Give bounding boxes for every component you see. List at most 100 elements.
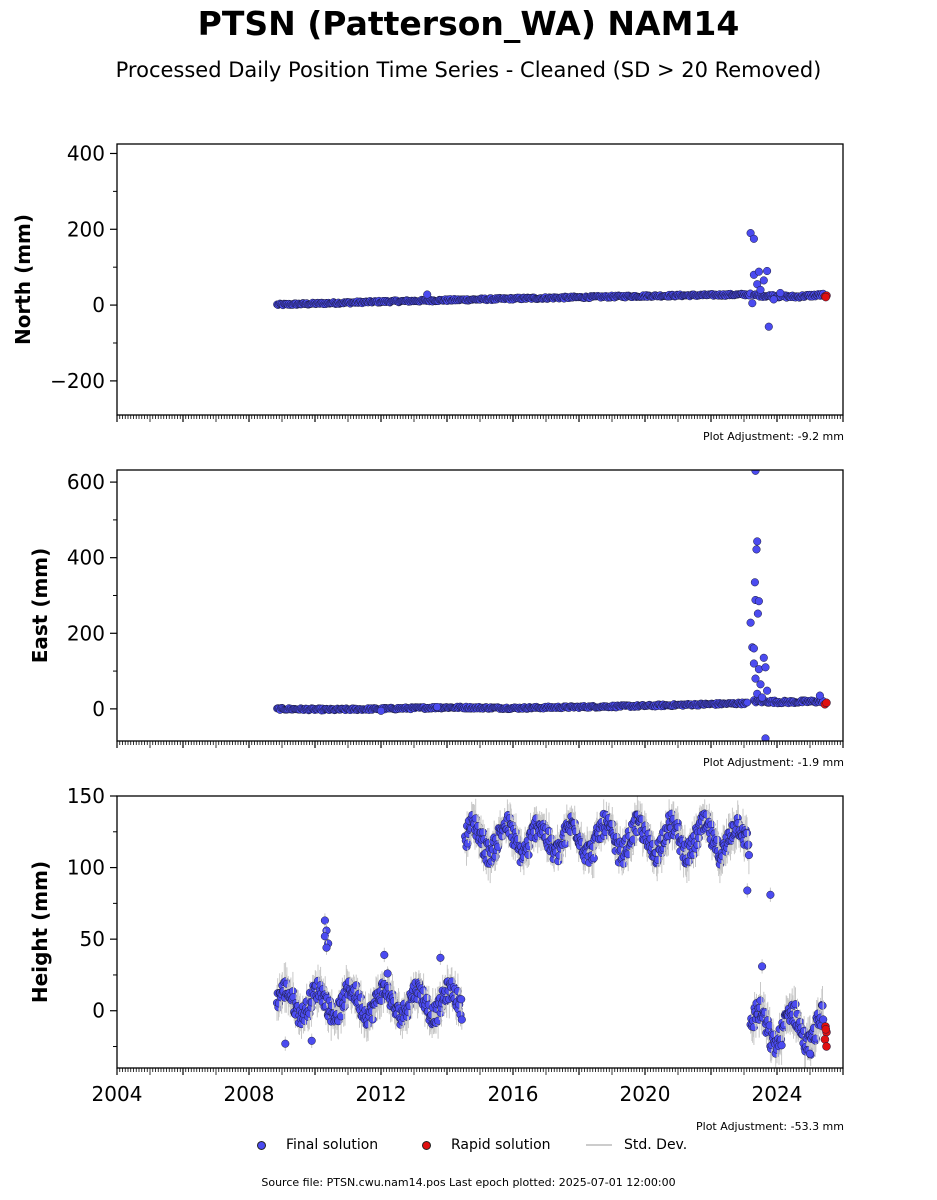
rapid-solution-point	[822, 1025, 830, 1033]
y-axis-label: East (mm)	[28, 548, 52, 664]
final-solution-point	[745, 841, 753, 849]
final-solution-point	[282, 1040, 290, 1048]
final-solution-point	[760, 277, 768, 285]
final-solution-point	[770, 296, 778, 304]
x-tick-label: 2004	[92, 1082, 143, 1106]
final-solution-point	[747, 619, 755, 627]
y-tick-label: 0	[92, 697, 105, 721]
final-solution-point	[749, 299, 757, 307]
final-solution-point	[765, 323, 773, 331]
final-solution-point	[381, 951, 389, 959]
legend-rapid: Rapid solution	[422, 1137, 551, 1153]
legend-final: Final solution	[257, 1137, 378, 1153]
rapid-solution-point	[822, 293, 830, 301]
final-solution-point	[321, 933, 329, 941]
rapid-solution-point	[823, 699, 831, 707]
plot-area-0	[273, 229, 830, 330]
final-solution-point	[744, 699, 751, 706]
final-solution-point	[321, 917, 329, 925]
final-solution-point	[590, 854, 598, 862]
plot-area-1	[273, 467, 830, 742]
final-solution-point	[753, 546, 761, 554]
final-solution-point	[819, 1016, 827, 1024]
final-solution-point	[762, 664, 770, 672]
final-solution-point	[819, 1002, 827, 1010]
final-solution-point	[755, 597, 763, 605]
final-solution-point	[745, 851, 753, 859]
x-tick-label: 2012	[356, 1082, 407, 1106]
final-solution-point	[806, 1050, 814, 1058]
std-line-icon	[586, 1144, 612, 1146]
final-solution-point	[464, 840, 472, 848]
final-solution-point	[479, 829, 487, 837]
y-tick-label: 400	[67, 141, 105, 165]
final-solution-point	[757, 681, 765, 689]
y-tick-label: 0	[92, 999, 105, 1023]
final-solution-point	[767, 891, 775, 899]
final-solution-point	[630, 836, 638, 844]
final-solution-point	[758, 694, 766, 702]
final-solution-point	[694, 841, 702, 849]
x-tick-label: 2020	[620, 1082, 671, 1106]
y-axis-label: Height (mm)	[28, 861, 52, 1003]
final-solution-point	[423, 291, 431, 299]
final-solution-point	[433, 703, 441, 711]
final-solution-point	[752, 467, 760, 475]
final-solution-point	[423, 994, 431, 1002]
chart-legend: Final solution Rapid solution Std. Dev.	[0, 1137, 937, 1157]
legend-std: Std. Dev.	[586, 1137, 687, 1153]
final-solution-point	[454, 987, 462, 995]
y-tick-label: 150	[67, 784, 105, 808]
final-solution-point	[384, 970, 392, 978]
final-solution-point	[750, 645, 758, 653]
final-solution-point	[753, 538, 761, 546]
y-tick-label: 0	[92, 293, 105, 317]
final-solution-point	[751, 579, 759, 587]
y-tick-label: 400	[67, 546, 105, 570]
final-solution-point	[457, 996, 465, 1004]
final-solution-point	[708, 821, 716, 829]
north-adjustment: Plot Adjustment: -9.2 mm	[544, 430, 844, 443]
final-solution-point	[816, 692, 824, 700]
final-solution-point	[758, 963, 766, 971]
height-adjustment: Plot Adjustment: -53.3 mm	[544, 1120, 844, 1133]
legend-final-label: Final solution	[286, 1137, 378, 1153]
rapid-solution-point	[821, 1035, 829, 1043]
east-adjustment: Plot Adjustment: -1.9 mm	[544, 756, 844, 769]
final-solution-point	[750, 235, 758, 243]
final-solution-point	[308, 1037, 316, 1045]
final-solution-point	[323, 944, 331, 952]
final-solution-point	[778, 1042, 786, 1050]
legend-std-label: Std. Dev.	[624, 1137, 687, 1153]
x-tick-label: 2016	[488, 1082, 539, 1106]
final-marker-icon	[257, 1141, 266, 1150]
final-solution-point	[750, 1023, 758, 1031]
y-tick-label: 200	[67, 217, 105, 241]
final-solution-point	[743, 829, 751, 837]
final-solution-point	[744, 887, 752, 895]
final-solution-point	[562, 840, 570, 848]
y-tick-label: 600	[67, 470, 105, 494]
final-solution-point	[763, 267, 771, 275]
y-tick-label: 200	[67, 621, 105, 645]
final-solution-point	[760, 654, 768, 662]
legend-rapid-label: Rapid solution	[451, 1137, 551, 1153]
final-solution-point	[620, 860, 628, 868]
final-solution-point	[458, 1016, 466, 1024]
y-tick-label: −200	[50, 369, 105, 393]
final-solution-point	[792, 1000, 800, 1008]
rapid-solution-point	[823, 1043, 831, 1051]
final-solution-point	[525, 851, 533, 859]
plot-area-2	[273, 796, 830, 1071]
final-solution-point	[437, 954, 445, 962]
rapid-marker-icon	[422, 1141, 431, 1150]
plot-frame-0	[117, 144, 843, 415]
x-tick-label: 2008	[224, 1082, 275, 1106]
final-solution-point	[754, 610, 762, 618]
final-solution-point	[763, 687, 771, 695]
x-tick-label: 2024	[752, 1082, 803, 1106]
y-tick-label: 50	[80, 927, 105, 951]
y-axis-label: North (mm)	[11, 214, 35, 345]
final-solution-point	[755, 268, 763, 276]
